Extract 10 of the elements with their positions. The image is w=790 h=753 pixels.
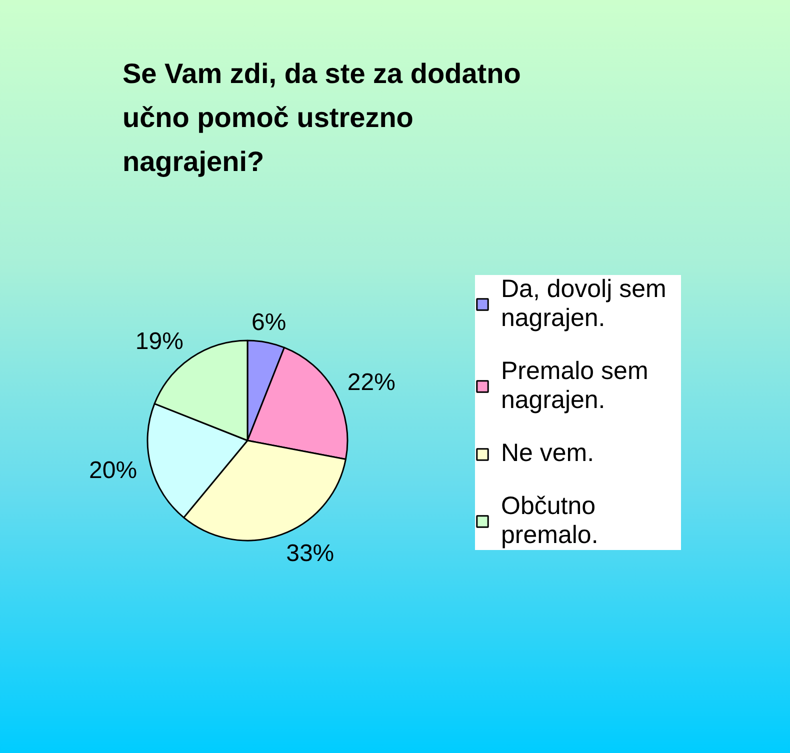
data-label: 22% <box>347 369 396 396</box>
legend-label: Premalo sem nagrajen. <box>501 357 650 415</box>
legend-label: Ne vem. <box>501 439 596 468</box>
data-label: 33% <box>286 540 334 567</box>
chart-title: Se Vam zdi, da ste za dodatno učno pomoč ustrezno nagrajeni? <box>122 58 521 177</box>
data-label: 6% <box>252 309 286 336</box>
legend-label: Občutno premalo. <box>501 492 600 550</box>
legend-label: Da, dovolj sem nagrajen. <box>501 275 668 333</box>
data-label: 19% <box>135 328 184 355</box>
data-label: 20% <box>89 456 138 484</box>
